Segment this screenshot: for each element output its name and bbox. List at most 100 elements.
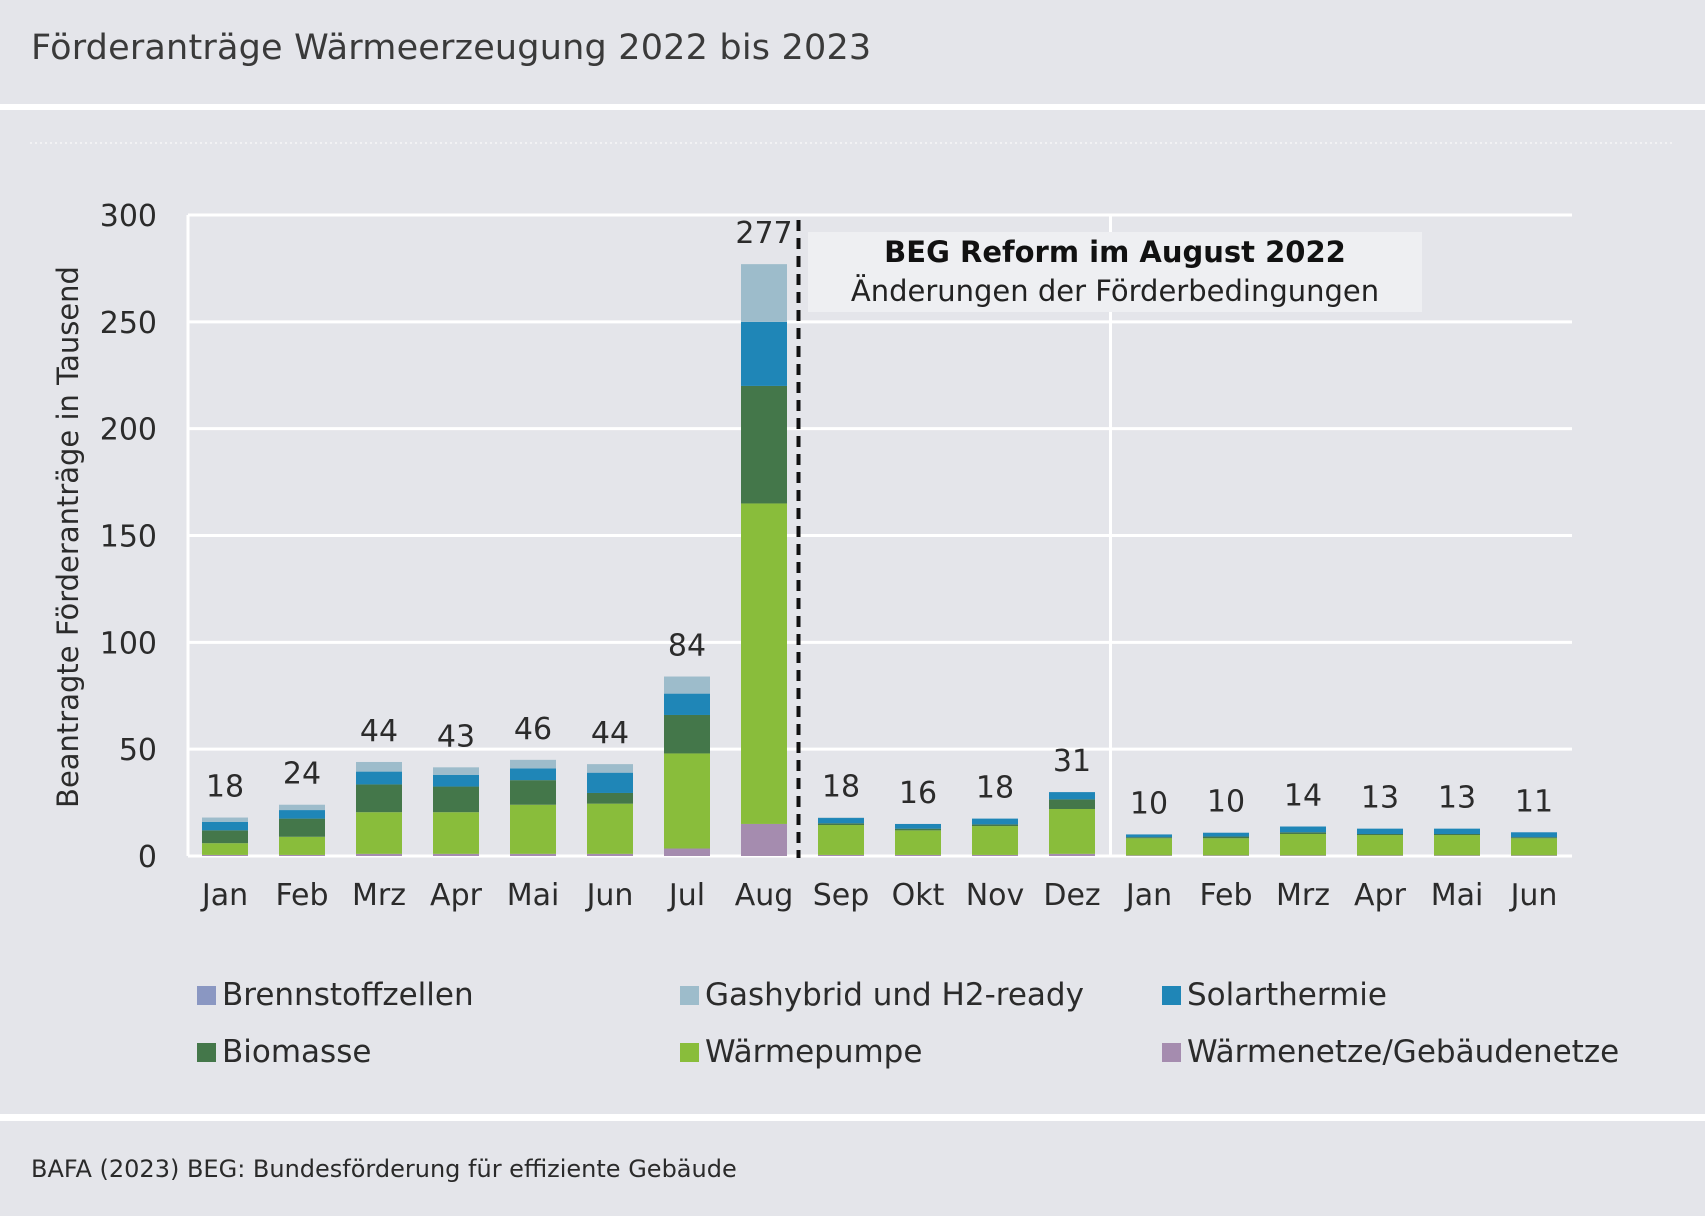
- bar-segment-biomasse: [1280, 832, 1326, 834]
- data-label: 18: [822, 770, 860, 805]
- legend-item: Biomasse: [197, 1034, 371, 1070]
- y-tick-label: 200: [100, 413, 157, 448]
- bar-segment-biomasse: [895, 828, 941, 831]
- x-tick-label: Sep: [813, 878, 870, 913]
- bar-segment-biomasse: [1357, 833, 1403, 836]
- x-tick-label: Apr: [430, 878, 483, 913]
- bar-segment-biomasse: [1434, 833, 1480, 836]
- bar-segment-gashybrid-und-h2-ready: [587, 764, 633, 773]
- bar-segment-gashybrid-und-h2-ready: [433, 767, 479, 775]
- y-tick-label: 250: [100, 306, 157, 341]
- bar-segment-biomasse: [1511, 837, 1557, 839]
- x-tick-label: Dez: [1043, 878, 1100, 913]
- legend-swatch: [197, 985, 216, 1005]
- bar-segment-gashybrid-und-h2-ready: [279, 804, 325, 811]
- bar-segment-biomasse: [1203, 836, 1249, 839]
- bar-segment-w-rmenetze-geb-udenetze: [1049, 853, 1095, 856]
- bar-segment-gashybrid-und-h2-ready: [510, 759, 556, 769]
- bar-segment-biomasse: [741, 385, 787, 504]
- bar-segment-solarthermie: [356, 771, 402, 785]
- bar-segment-solarthermie: [1434, 828, 1480, 834]
- bar-segment-w-rmepumpe: [510, 804, 556, 854]
- bar-segment-biomasse: [818, 823, 864, 826]
- y-axis-label: Beantragte Förderanträge in Tausend: [51, 266, 85, 808]
- legend-label: Biomasse: [222, 1034, 372, 1070]
- bar-segment-w-rmepumpe: [895, 830, 941, 855]
- bar-segment-w-rmenetze-geb-udenetze: [1203, 855, 1249, 856]
- bar-segment-solarthermie: [202, 821, 248, 831]
- data-label: 46: [514, 712, 552, 747]
- bar-segment-w-rmepumpe: [433, 812, 479, 854]
- bar-segment-biomasse: [664, 714, 710, 754]
- y-tick-label: 50: [119, 733, 157, 768]
- bar-segment-w-rmenetze-geb-udenetze: [741, 823, 787, 856]
- legend-item: Wärmepumpe: [680, 1034, 922, 1070]
- y-tick-label: 0: [138, 840, 157, 875]
- bar-segment-w-rmenetze-geb-udenetze: [1126, 855, 1172, 856]
- y-tick-label: 100: [100, 626, 157, 661]
- bar-segment-w-rmepumpe: [1203, 838, 1249, 856]
- bar-segment-w-rmenetze-geb-udenetze: [433, 853, 479, 856]
- bar-segment-w-rmepumpe: [972, 826, 1018, 855]
- bar-segment-solarthermie: [1280, 826, 1326, 833]
- bar-segment-w-rmepumpe: [1511, 838, 1557, 856]
- annotation-subtitle: Änderungen der Förderbedingungen: [851, 274, 1379, 308]
- bar-segment-w-rmenetze-geb-udenetze: [587, 853, 633, 856]
- x-tick-label: Jun: [585, 878, 634, 913]
- annotation-title: BEG Reform im August 2022: [884, 235, 1346, 269]
- legend-swatch: [1162, 1042, 1181, 1062]
- x-tick-label: Mrz: [1276, 878, 1330, 913]
- data-label: 16: [899, 776, 937, 811]
- bar-segment-solarthermie: [741, 321, 787, 386]
- bar-segment-biomasse: [1126, 837, 1172, 839]
- bar-segment-biomasse: [972, 824, 1018, 827]
- bar-segment-gashybrid-und-h2-ready: [664, 676, 710, 694]
- x-tick-label: Jan: [1124, 878, 1172, 913]
- legend-swatch: [197, 1042, 216, 1062]
- bar-segment-w-rmepumpe: [202, 843, 248, 855]
- bar-segment-w-rmenetze-geb-udenetze: [1280, 855, 1326, 856]
- bar-segment-solarthermie: [895, 823, 941, 829]
- data-label: 18: [206, 770, 244, 805]
- bar-segment-biomasse: [202, 830, 248, 844]
- x-tick-label: Feb: [275, 878, 328, 913]
- bar-segment-solarthermie: [1126, 834, 1172, 838]
- bar-segment-gashybrid-und-h2-ready: [202, 817, 248, 822]
- data-label: 277: [735, 216, 792, 251]
- bar-segment-biomasse: [1049, 799, 1095, 809]
- bar-segment-solarthermie: [1511, 832, 1557, 838]
- x-tick-label: Nov: [966, 878, 1025, 913]
- legend-label: Wärmenetze/Gebäudenetze: [1187, 1034, 1620, 1070]
- x-tick-label: Feb: [1199, 878, 1252, 913]
- bar-segment-solarthermie: [972, 818, 1018, 825]
- bar-segment-w-rmenetze-geb-udenetze: [664, 848, 710, 856]
- bar-segment-biomasse: [510, 780, 556, 805]
- bar-segment-w-rmenetze-geb-udenetze: [895, 854, 941, 856]
- bar-segment-solarthermie: [510, 768, 556, 781]
- bar-segment-w-rmenetze-geb-udenetze: [202, 854, 248, 856]
- bar-segment-w-rmenetze-geb-udenetze: [1434, 855, 1480, 856]
- annotation-box: [808, 232, 1422, 312]
- bar-segment-solarthermie: [664, 693, 710, 715]
- bar-segment-biomasse: [433, 786, 479, 813]
- x-tick-label: Okt: [892, 878, 945, 913]
- bar-segment-w-rmenetze-geb-udenetze: [510, 853, 556, 856]
- bar-segment-solarthermie: [433, 774, 479, 787]
- bar-segment-w-rmenetze-geb-udenetze: [356, 853, 402, 856]
- legend-swatch: [1162, 985, 1181, 1005]
- data-label: 10: [1207, 785, 1245, 820]
- legend-label: Wärmepumpe: [705, 1034, 923, 1070]
- bar-segment-gashybrid-und-h2-ready: [818, 817, 864, 819]
- bar-segment-w-rmepumpe: [1434, 835, 1480, 856]
- legend-item: Gashybrid und H2-ready: [680, 977, 1084, 1013]
- bar-segment-biomasse: [587, 792, 633, 804]
- bar-segment-w-rmenetze-geb-udenetze: [1357, 855, 1403, 856]
- bar-segment-solarthermie: [818, 817, 864, 824]
- x-tick-label: Jan: [200, 878, 248, 913]
- bar-segment-biomasse: [356, 784, 402, 813]
- legend-label: Solarthermie: [1187, 977, 1387, 1013]
- x-tick-label: Jun: [1509, 878, 1558, 913]
- legend-item: Solarthermie: [1162, 977, 1387, 1013]
- bar-segment-w-rmepumpe: [818, 825, 864, 855]
- data-label: 31: [1053, 744, 1091, 779]
